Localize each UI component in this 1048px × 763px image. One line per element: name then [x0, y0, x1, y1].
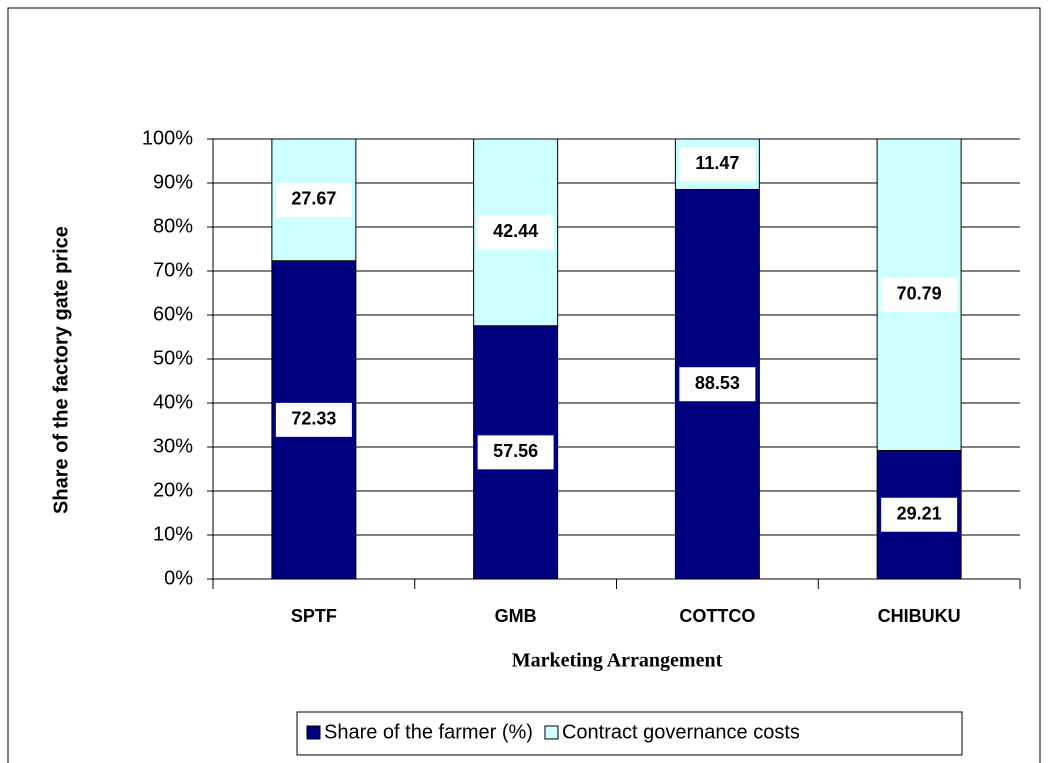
value-label-box [881, 497, 958, 532]
value-label: 57.56 [493, 441, 538, 461]
value-label: 27.67 [291, 189, 336, 209]
x-axis-label: Marketing Arrangement [512, 650, 723, 672]
y-tick-label: 100% [142, 127, 193, 149]
x-tick-label: GMB [495, 606, 537, 626]
y-tick-label: 30% [153, 435, 193, 457]
y-tick-label: 10% [153, 523, 193, 545]
x-tick-label: COTTCO [679, 606, 755, 626]
y-axis-label: Share of the factory gate price [50, 226, 72, 514]
value-label: 11.47 [695, 153, 739, 173]
y-tick-label: 50% [153, 347, 193, 369]
value-label-box [477, 215, 554, 250]
y-tick-label: 0% [164, 567, 193, 589]
value-label: 70.79 [897, 283, 942, 303]
y-tick-label: 90% [153, 171, 193, 193]
value-label: 88.53 [695, 373, 740, 393]
value-label-box [881, 277, 958, 312]
legend-label: Contract governance costs [562, 721, 800, 743]
legend-swatch [544, 725, 559, 740]
value-label-box [477, 435, 554, 470]
value-label: 29.21 [897, 503, 942, 523]
value-label-box [275, 182, 352, 217]
x-tick-label: SPTF [291, 606, 337, 626]
y-tick-label: 80% [153, 215, 193, 237]
legend-box [296, 711, 963, 756]
value-label-box [679, 367, 756, 402]
x-tick-label: CHIBUKU [878, 606, 961, 626]
value-label-box [679, 147, 756, 182]
y-tick-label: 70% [153, 259, 193, 281]
legend-label: Share of the farmer (%) [324, 721, 533, 743]
value-label: 72.33 [291, 409, 336, 429]
value-label: 42.44 [493, 221, 538, 241]
y-tick-label: 20% [153, 479, 193, 501]
y-tick-label: 40% [153, 391, 193, 413]
chart-frame [7, 7, 1041, 763]
y-tick-label: 60% [153, 303, 193, 325]
value-label-box [275, 402, 352, 437]
legend-swatch [306, 725, 321, 740]
